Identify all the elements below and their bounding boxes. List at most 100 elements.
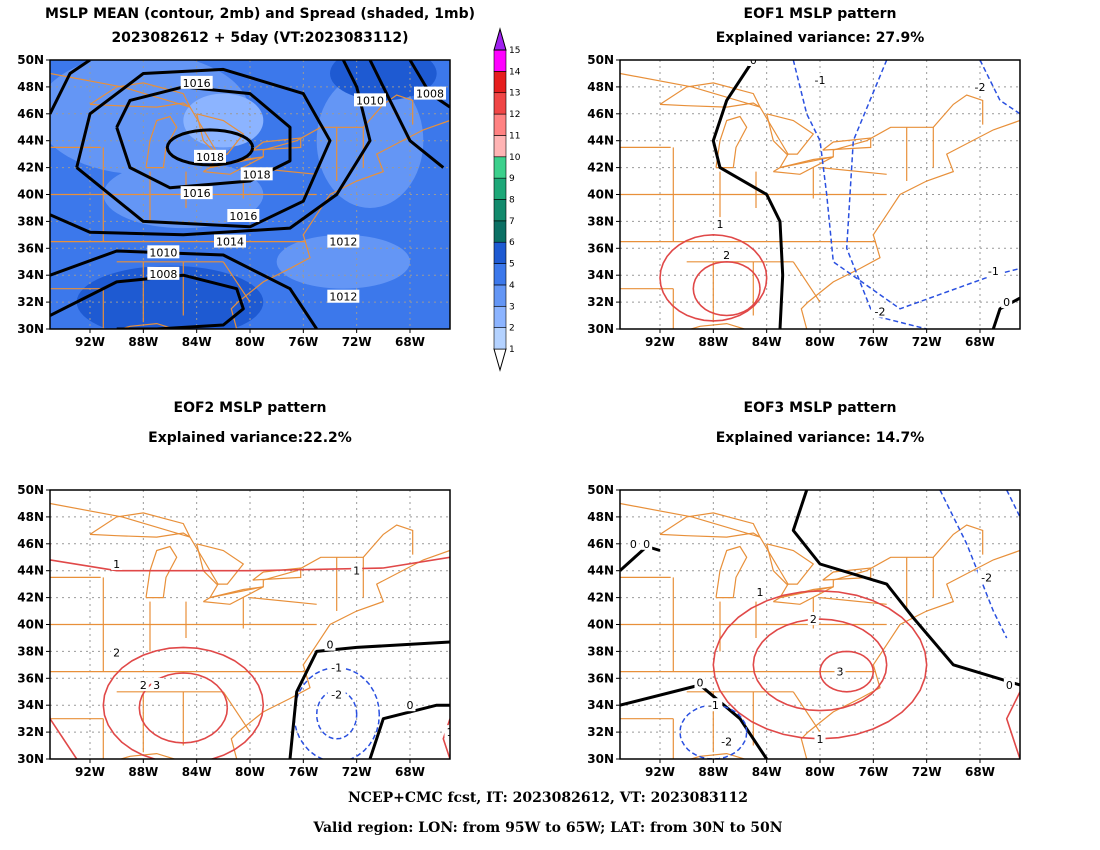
contour-label: 2 — [113, 647, 120, 660]
contour-label: 1 — [353, 565, 360, 578]
border-line — [772, 156, 834, 175]
map-panel: 0001231-1-2-2050N48N46N44N42N40N38N36N34… — [587, 483, 1021, 779]
contour-label: 0 — [407, 699, 414, 712]
contour-label-bg — [111, 645, 123, 659]
contour-label-bg — [324, 637, 336, 651]
lat-label: 46N — [17, 537, 44, 551]
lon-label: 76W — [288, 335, 318, 349]
contour-label: 1 — [447, 726, 454, 739]
contour-line — [138, 672, 229, 744]
contour-label: -2 — [981, 571, 992, 584]
contour-line — [845, 60, 927, 329]
lat-label: 42N — [587, 161, 614, 175]
contour-label-bg — [327, 660, 346, 674]
contour-label-bg — [240, 167, 273, 181]
border-line — [715, 545, 748, 599]
border-line — [766, 113, 815, 155]
contour-label: -2 — [721, 736, 732, 749]
lon-label: 72W — [342, 765, 372, 779]
contour-line — [659, 234, 768, 322]
lat-label: 50N — [587, 53, 614, 67]
contour-label: 3 — [153, 679, 160, 692]
lat-label: 34N — [17, 698, 44, 712]
lat-label: 44N — [17, 134, 44, 148]
border-line — [202, 156, 264, 175]
contour-line — [315, 689, 358, 740]
contour-line — [620, 545, 661, 572]
colorbar-label: 5 — [509, 260, 515, 270]
lat-label: 38N — [587, 644, 614, 658]
colorbar-box — [493, 135, 507, 158]
contour-label-bg — [977, 570, 996, 584]
lon-label: 72W — [912, 765, 942, 779]
contour-label-bg — [694, 675, 706, 689]
map-panel: 1016 1018 1018 1016 1016 1014 1012 1010 1008 1012… — [17, 53, 451, 349]
lon-label: 80W — [805, 335, 835, 349]
contour-label-bg — [147, 266, 180, 280]
contour-label: 1 — [757, 586, 764, 599]
contour-label-bg — [414, 86, 446, 100]
contour-label: -2 — [331, 688, 342, 701]
contour-line — [792, 60, 1020, 310]
lat-label: 38N — [17, 644, 44, 658]
lat-label: 50N — [17, 53, 44, 67]
lat-label: 48N — [17, 80, 44, 94]
contour-label-bg — [714, 217, 726, 231]
border-line — [119, 752, 198, 759]
lon-label: 68W — [965, 765, 995, 779]
colorbar-box — [493, 241, 507, 264]
lat-label: 36N — [17, 671, 44, 685]
contour-label-bg — [404, 698, 416, 712]
contour-label-bg — [807, 612, 819, 626]
contour-line — [711, 60, 785, 329]
contour-line — [50, 556, 450, 572]
colorbar-label: 6 — [509, 238, 515, 248]
contour-label-bg — [354, 93, 386, 107]
colorbar-box — [493, 220, 507, 243]
contour-label: 1008 — [416, 88, 444, 101]
border-line — [145, 545, 178, 599]
contour-label: 0 — [1006, 679, 1013, 692]
contour-label-bg — [151, 678, 163, 692]
contour-label: 1010 — [149, 246, 177, 259]
lat-label: 46N — [587, 537, 614, 551]
colorbar-box — [493, 327, 507, 350]
contour-label: -1 — [988, 265, 999, 278]
contour-line — [165, 128, 255, 167]
lat-label: 44N — [587, 564, 614, 578]
panel-title: EOF2 MSLP pattern — [174, 400, 327, 416]
lat-label: 48N — [17, 510, 44, 524]
lat-label: 40N — [587, 188, 614, 202]
contour-line — [692, 261, 761, 317]
contour-label: 1016 — [183, 77, 211, 90]
map-frame — [49, 59, 451, 330]
border-line — [822, 137, 872, 151]
border-line — [819, 167, 887, 175]
colorbar-box — [493, 199, 507, 222]
colorbar-label: 10 — [509, 153, 521, 163]
contour-label-bg — [137, 678, 149, 692]
map-panel: 0 -1 -2 1 2 -1 -2 0 50N 48N 46N 44N 42N 40N 38N 36N 34N 3… — [587, 53, 1021, 349]
border-line — [689, 752, 768, 759]
contour-label: 0 — [1003, 296, 1010, 309]
border-line — [800, 549, 1020, 759]
contour-line — [50, 60, 91, 115]
contour-label-bg — [444, 725, 450, 739]
border-line — [249, 597, 317, 605]
border-line — [689, 322, 768, 329]
lat-label: 30N — [587, 322, 614, 336]
colorbar-box — [493, 92, 507, 115]
lon-label: 76W — [288, 765, 318, 779]
border-line — [772, 586, 834, 605]
lat-label: 32N — [17, 725, 44, 739]
contour-label-bg — [327, 289, 360, 303]
border-line — [196, 543, 245, 585]
contour-label-bg — [717, 734, 736, 748]
contour-label-bg — [721, 248, 733, 262]
colorbar-box — [493, 177, 507, 200]
lat-label: 42N — [17, 161, 44, 175]
contour-label-bg — [147, 245, 180, 259]
contour-label: 0 — [327, 639, 334, 652]
contour-label-bg — [111, 556, 123, 570]
